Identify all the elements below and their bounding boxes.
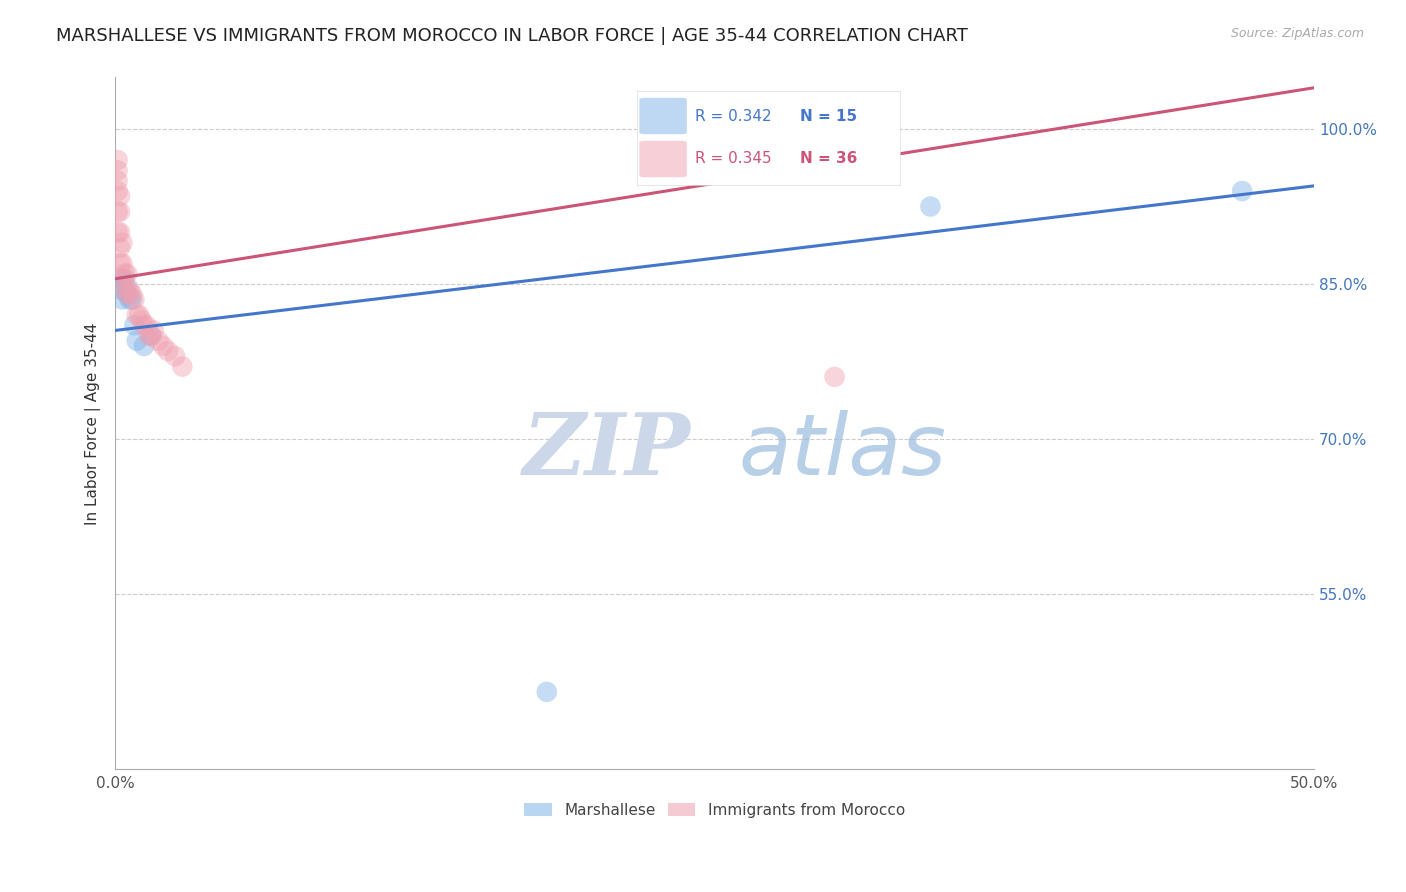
Point xyxy=(125,334,148,348)
Point xyxy=(114,272,136,286)
Point xyxy=(121,287,143,301)
Point xyxy=(121,293,143,307)
Point xyxy=(115,287,138,301)
Point xyxy=(141,328,163,343)
Point xyxy=(118,282,141,296)
Point xyxy=(115,287,138,301)
Point xyxy=(131,313,153,327)
Point xyxy=(107,153,129,167)
Point xyxy=(108,241,131,255)
Point xyxy=(107,204,129,219)
Point xyxy=(115,267,138,281)
Point xyxy=(132,339,155,353)
Point xyxy=(148,334,170,348)
Point xyxy=(152,339,174,353)
Point xyxy=(118,293,141,307)
Point xyxy=(920,200,942,214)
Point xyxy=(124,293,146,307)
Point xyxy=(132,318,155,333)
Point xyxy=(114,267,136,281)
Point xyxy=(111,293,134,307)
Point xyxy=(124,318,146,333)
Point xyxy=(111,256,134,270)
Point xyxy=(115,282,138,296)
Point xyxy=(1230,184,1253,198)
Point xyxy=(108,204,131,219)
Point xyxy=(111,272,134,286)
Text: ZIP: ZIP xyxy=(523,409,690,492)
Point xyxy=(128,308,150,322)
Point xyxy=(108,282,131,296)
Point xyxy=(156,344,179,359)
Point xyxy=(138,328,160,343)
Point xyxy=(172,359,194,374)
Point xyxy=(107,174,129,188)
Point xyxy=(141,328,163,343)
Point xyxy=(107,277,129,291)
Point xyxy=(108,189,131,203)
Point xyxy=(824,153,846,167)
Text: Source: ZipAtlas.com: Source: ZipAtlas.com xyxy=(1230,27,1364,40)
Text: atlas: atlas xyxy=(738,409,946,492)
Legend: Marshallese, Immigrants from Morocco: Marshallese, Immigrants from Morocco xyxy=(519,797,911,824)
Point xyxy=(111,272,134,286)
Point xyxy=(107,225,129,239)
Point xyxy=(125,308,148,322)
Point xyxy=(135,318,157,333)
Text: MARSHALLESE VS IMMIGRANTS FROM MOROCCO IN LABOR FORCE | AGE 35-44 CORRELATION CH: MARSHALLESE VS IMMIGRANTS FROM MOROCCO I… xyxy=(56,27,969,45)
Y-axis label: In Labor Force | Age 35-44: In Labor Force | Age 35-44 xyxy=(86,322,101,524)
Point xyxy=(107,184,129,198)
Point xyxy=(108,225,131,239)
Point xyxy=(536,685,558,699)
Point xyxy=(111,235,134,250)
Point xyxy=(108,256,131,270)
Point xyxy=(114,282,136,296)
Point xyxy=(142,323,165,337)
Point xyxy=(165,349,187,363)
Point xyxy=(107,163,129,178)
Point xyxy=(824,370,846,384)
